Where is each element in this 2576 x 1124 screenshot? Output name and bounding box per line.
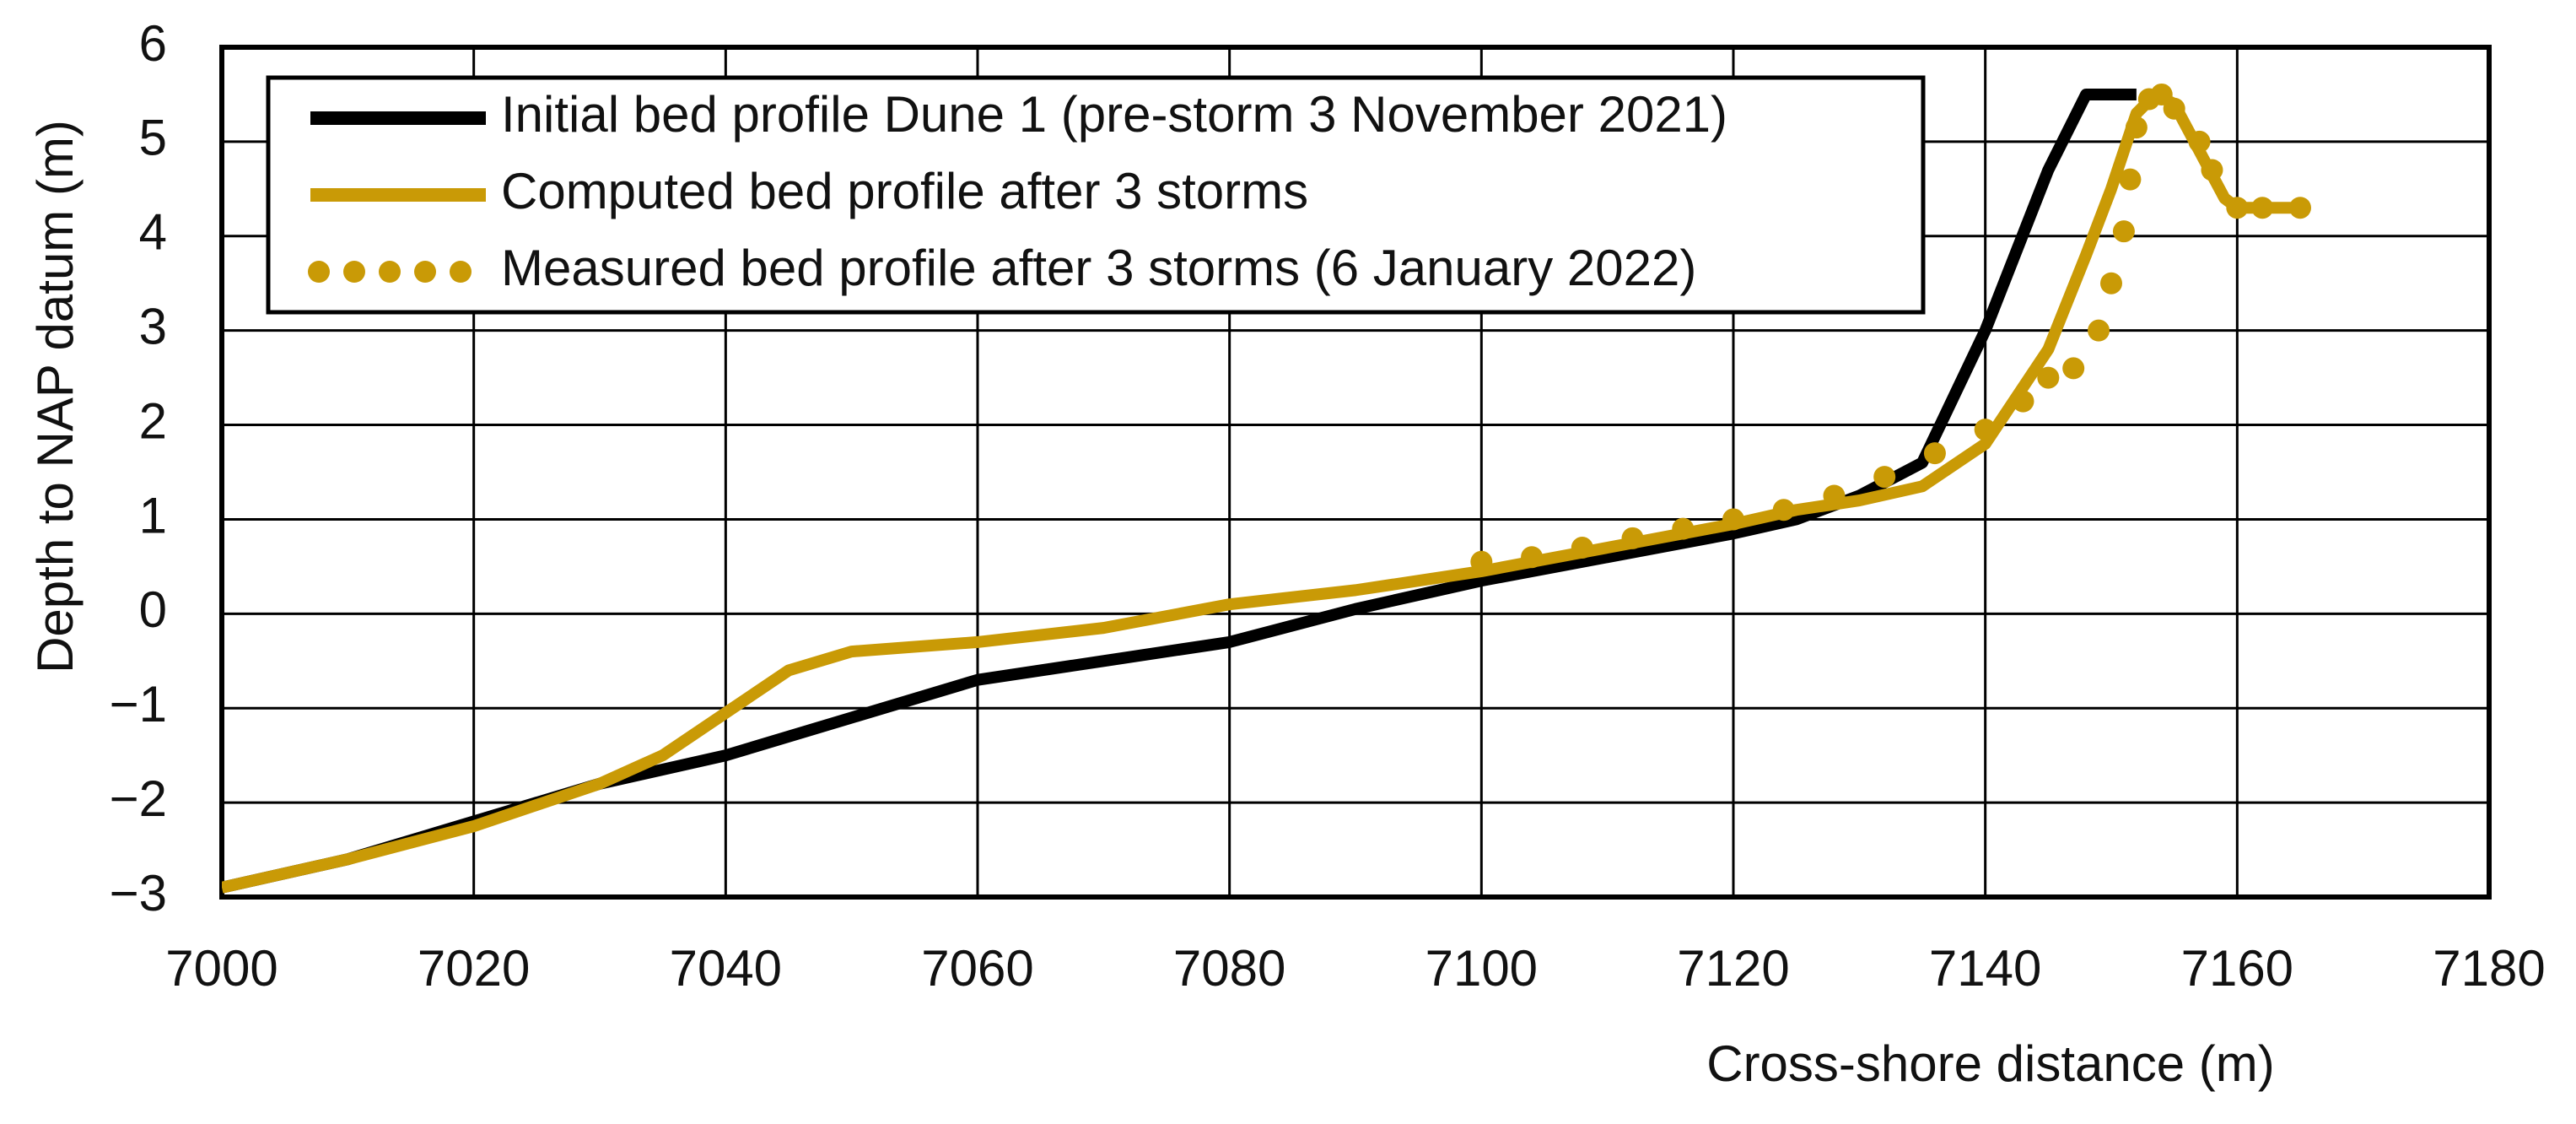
data-point xyxy=(1521,546,1544,569)
x-tick-label: 7060 xyxy=(921,940,1033,997)
data-point xyxy=(1571,537,1593,559)
data-point xyxy=(2125,116,2148,139)
x-axis-label: Cross-shore distance (m) xyxy=(1706,1035,2275,1092)
data-point xyxy=(1772,499,1795,521)
x-tick-label: 7100 xyxy=(1425,940,1538,997)
y-tick-label: 5 xyxy=(139,110,167,166)
legend-marker xyxy=(343,261,365,283)
x-tick-label: 7180 xyxy=(2433,940,2545,997)
data-point xyxy=(2037,366,2060,389)
data-point xyxy=(2251,197,2274,219)
data-point xyxy=(2100,272,2122,295)
y-tick-label: 4 xyxy=(139,204,167,261)
data-point xyxy=(2201,159,2223,181)
legend-label: Measured bed profile after 3 storms (6 J… xyxy=(501,240,1696,296)
x-tick-label: 7120 xyxy=(1677,940,1789,997)
data-point xyxy=(1823,484,1846,507)
x-tick-label: 7040 xyxy=(670,940,782,997)
data-point xyxy=(2188,130,2211,153)
x-tick-label: 7020 xyxy=(418,940,530,997)
data-point xyxy=(1974,419,1997,441)
legend-label: Initial bed profile Dune 1 (pre-storm 3 … xyxy=(501,86,1727,143)
data-point xyxy=(2088,319,2110,342)
x-tick-label: 7000 xyxy=(165,940,278,997)
y-tick-label: 6 xyxy=(139,15,167,72)
y-tick-label: −1 xyxy=(110,676,167,732)
data-point xyxy=(1722,508,1744,531)
data-point xyxy=(2012,390,2034,413)
x-tick-label: 7080 xyxy=(1173,940,1285,997)
y-tick-label: 0 xyxy=(139,581,167,638)
y-tick-label: −2 xyxy=(110,770,167,827)
data-point xyxy=(2226,197,2249,219)
data-point xyxy=(1873,466,1896,489)
legend-marker xyxy=(308,261,330,283)
legend-marker xyxy=(414,261,436,283)
y-tick-label: 2 xyxy=(139,392,167,449)
y-axis-label: Depth to NAP datum (m) xyxy=(27,120,84,673)
legend-marker xyxy=(450,261,472,283)
y-tick-label: 3 xyxy=(139,299,167,355)
data-point xyxy=(2112,220,2135,243)
data-point xyxy=(1470,550,1493,573)
legend-box xyxy=(266,75,1926,315)
plot-frame xyxy=(219,45,2492,900)
data-point xyxy=(1672,517,1695,540)
legend-marker xyxy=(379,261,401,283)
data-point xyxy=(2163,97,2185,120)
x-tick-label: 7140 xyxy=(1929,940,2041,997)
y-tick-label: −3 xyxy=(110,865,167,921)
data-point xyxy=(1923,442,1946,465)
x-tick-label: 7160 xyxy=(2181,940,2293,997)
data-point xyxy=(2150,83,2173,105)
data-point xyxy=(2062,357,2085,380)
data-point xyxy=(2289,197,2311,219)
y-tick-label: 1 xyxy=(139,487,167,543)
legend-label: Computed bed profile after 3 storms xyxy=(501,163,1308,219)
data-point xyxy=(2119,168,2142,191)
data-point xyxy=(1621,527,1644,549)
